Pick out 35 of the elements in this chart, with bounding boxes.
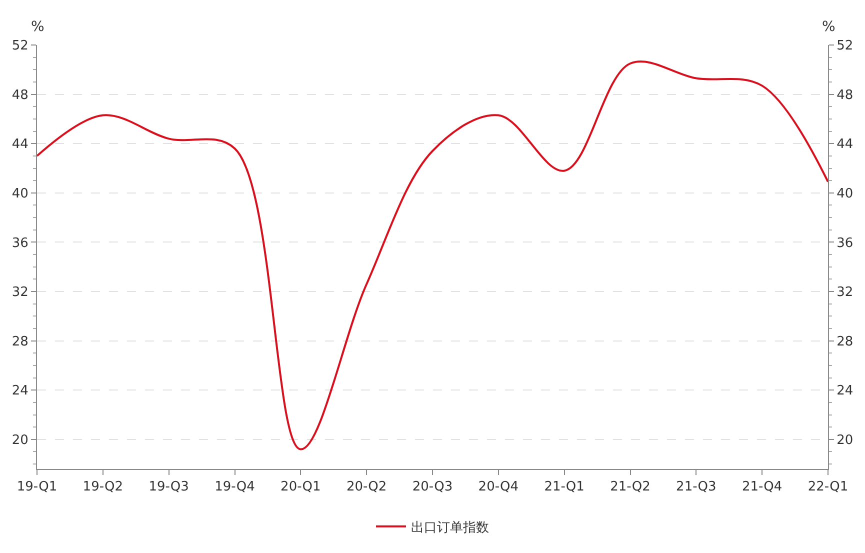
- y2-tick-label: 20: [836, 432, 854, 448]
- y-tick-label: 52: [12, 38, 28, 54]
- x-tick-label: 20-Q4: [478, 480, 519, 495]
- x-tick-label: 21-Q3: [676, 480, 716, 495]
- line-series: [37, 61, 828, 450]
- y-tick-label: 20: [12, 432, 28, 448]
- legend-label: 出口订单指数: [411, 520, 489, 536]
- x-tick-label: 22-Q1: [808, 480, 848, 495]
- y2-tick-label: 36: [836, 236, 854, 251]
- y-tick-label: 32: [12, 285, 28, 300]
- y2-tick-label: 48: [836, 88, 854, 103]
- y-tick-label: 28: [12, 334, 28, 350]
- y-tick-label: 48: [12, 88, 28, 103]
- y-tick-label: 24: [12, 384, 28, 399]
- y2-tick-label: 44: [836, 137, 854, 152]
- x-tick-label: 20-Q1: [280, 480, 321, 495]
- y2-tick-label: 24: [836, 384, 854, 399]
- x-tick-label: 19-Q2: [82, 480, 124, 495]
- x-tick-label: 19-Q3: [148, 480, 189, 495]
- y2-tick-label: 32: [836, 285, 854, 300]
- x-tick-label: 20-Q2: [346, 480, 387, 495]
- x-tick-label: 20-Q3: [412, 480, 453, 495]
- y-tick-label: 44: [12, 137, 28, 152]
- x-tick-label: 21-Q4: [742, 480, 782, 495]
- y2-tick-label: 52: [836, 38, 854, 54]
- y2-axis-title: %: [822, 19, 836, 35]
- y-axis-title: %: [31, 19, 44, 35]
- x-tick-label: 19-Q4: [214, 480, 255, 495]
- x-tick-label: 21-Q2: [610, 480, 650, 495]
- y2-tick-label: 40: [836, 186, 854, 202]
- x-tick-label: 21-Q1: [544, 480, 584, 495]
- x-tick-label: 19-Q1: [16, 480, 58, 495]
- y2-tick-label: 28: [836, 334, 854, 350]
- y-tick-label: 40: [12, 186, 28, 202]
- y-tick-label: 36: [12, 236, 28, 251]
